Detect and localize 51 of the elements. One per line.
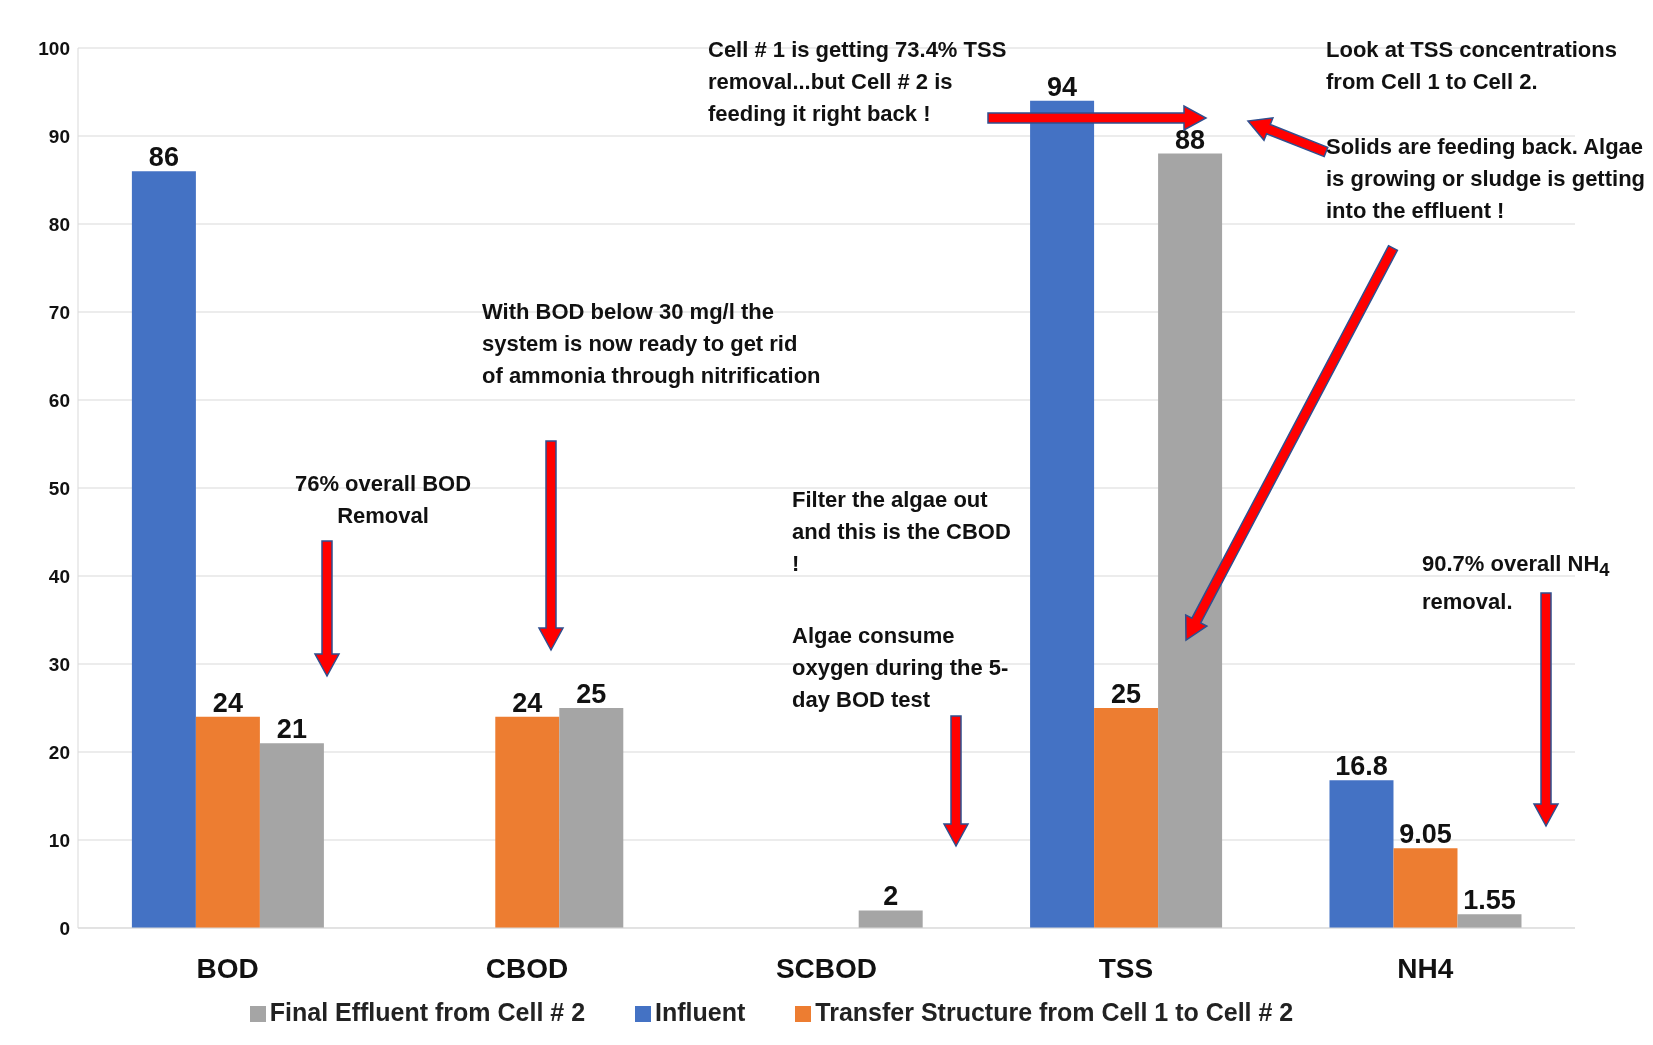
legend-label: Influent xyxy=(655,998,746,1026)
x-tick-label: CBOD xyxy=(485,952,569,984)
annotation: Cell # 1 is getting 73.4% TSS removal...but Cell # 2 is feeding it right back ! xyxy=(708,36,1008,128)
data-label: 9.05 xyxy=(1399,819,1452,850)
data-label: 1.55 xyxy=(1463,885,1516,916)
y-tick-label: 90 xyxy=(48,125,70,147)
data-label: 88 xyxy=(1175,124,1206,155)
y-tick-label: 20 xyxy=(48,741,70,763)
x-tick-label: NH4 xyxy=(1397,952,1454,984)
annotation: Filter the algae out and this is the CBOD ! xyxy=(792,486,1012,578)
bar xyxy=(1393,848,1458,928)
legend-label: Transfer Structure from Cell 1 to Cell # 2 xyxy=(815,998,1294,1026)
data-label: 2 xyxy=(883,881,899,912)
bar xyxy=(131,171,196,928)
annotation: Algae consume oxygen during the 5-day BOD test xyxy=(792,622,1010,714)
bar xyxy=(1329,780,1394,928)
data-label: 25 xyxy=(1111,679,1142,709)
data-label: 94 xyxy=(1047,71,1078,102)
bar xyxy=(495,716,560,928)
x-tick-label: BOD xyxy=(196,952,259,984)
y-tick-label: 0 xyxy=(59,917,70,939)
annotation: 76% overall BOD Removal xyxy=(293,470,473,530)
bar xyxy=(1030,100,1095,928)
bar xyxy=(559,708,624,928)
y-tick-label: 60 xyxy=(48,389,70,411)
bar xyxy=(259,743,324,928)
y-tick-label: 100 xyxy=(38,37,70,59)
data-label: 24 xyxy=(512,687,543,718)
data-label: 24 xyxy=(212,687,243,718)
y-tick-label: 50 xyxy=(48,477,70,499)
x-tick-label: SCBOD xyxy=(775,952,878,984)
x-tick-label: TSS xyxy=(1098,952,1154,984)
text: 90.7% overall NH$_{4}$ removal. xyxy=(1422,551,1610,615)
bar xyxy=(1094,708,1159,928)
annotation: Solids are feeding back. Algae is growing or sludge is getting into the effluent ! xyxy=(1326,133,1646,225)
data-label: 25 xyxy=(576,679,607,709)
y-tick-label: 80 xyxy=(48,213,70,235)
bar xyxy=(1158,153,1223,928)
bar xyxy=(1457,914,1522,928)
data-label: 16.8 xyxy=(1335,751,1388,782)
data-label: 21 xyxy=(276,714,307,745)
data-label: 86 xyxy=(148,142,179,173)
annotation: With BOD below 30 mg/l the system is now ready to get rid of ammonia through nitrification xyxy=(482,298,822,390)
y-tick-label: 10 xyxy=(48,829,70,851)
bar xyxy=(195,716,260,928)
annotation: Look at TSS concentrations from Cell 1 to Cell 2. xyxy=(1326,36,1618,96)
y-tick-label: 40 xyxy=(48,565,70,587)
y-tick-label: 70 xyxy=(48,301,70,323)
y-tick-label: 30 xyxy=(48,653,70,675)
bar xyxy=(858,910,923,928)
legend-label: Final Effluent from Cell # 2 xyxy=(269,998,586,1026)
